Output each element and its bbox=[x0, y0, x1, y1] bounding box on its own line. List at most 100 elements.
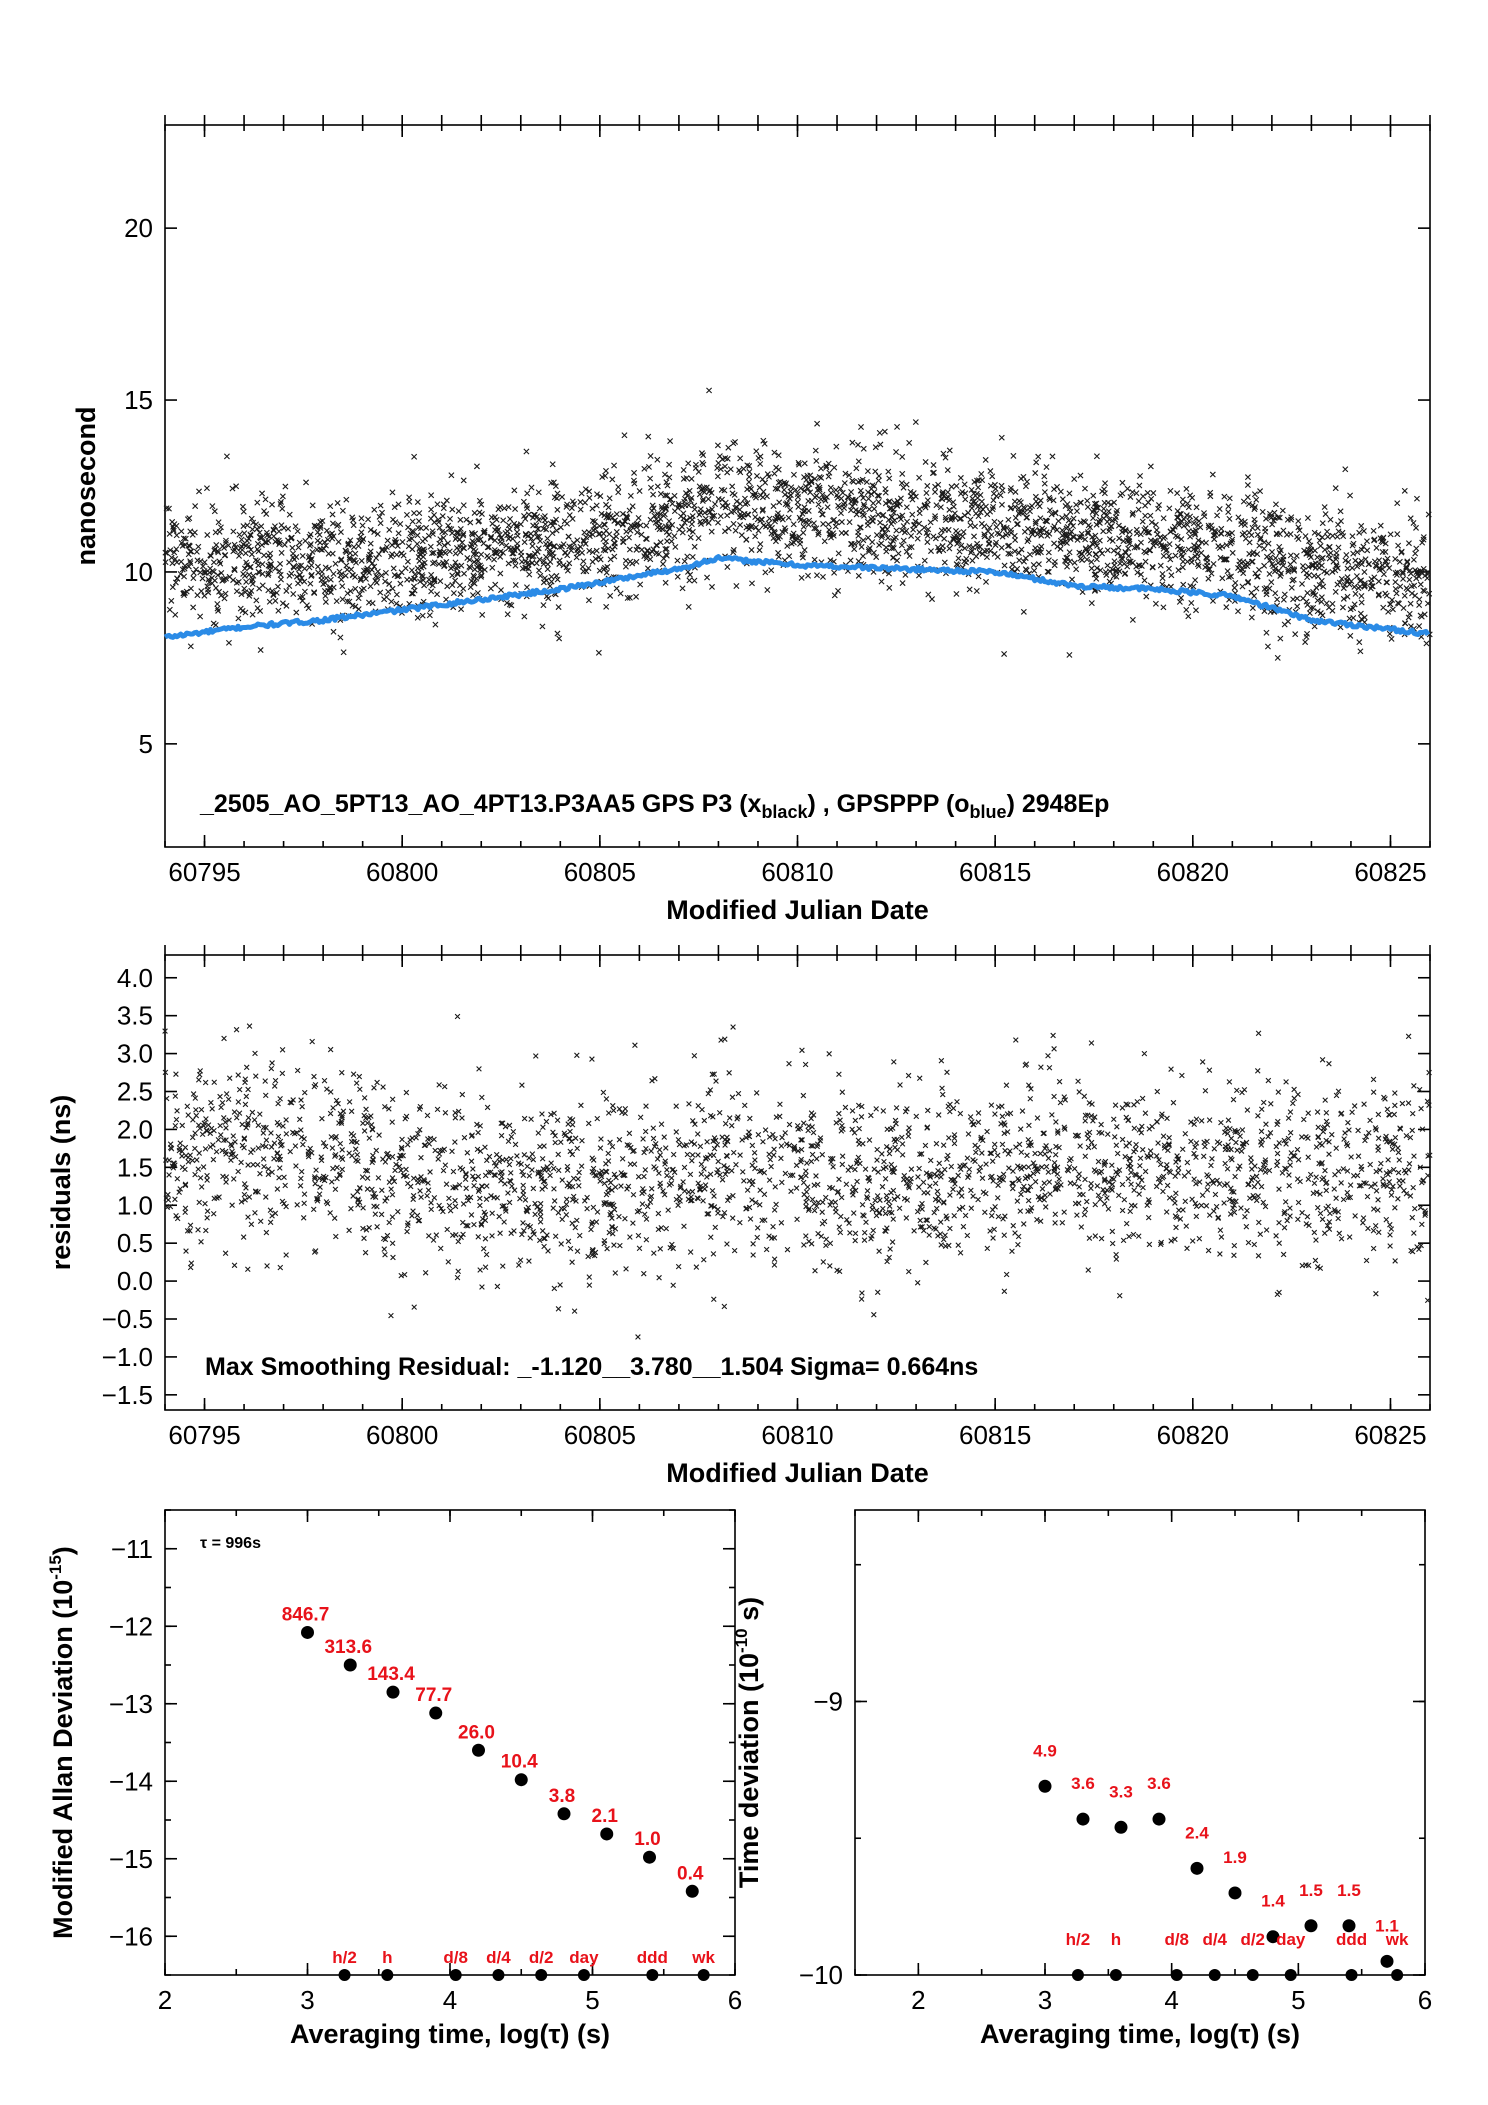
data-point bbox=[875, 472, 882, 479]
data-point bbox=[657, 539, 664, 546]
data-point bbox=[1015, 1233, 1022, 1240]
data-point bbox=[1239, 1089, 1245, 1096]
data-point bbox=[796, 461, 803, 468]
data-point bbox=[771, 528, 778, 535]
data-point bbox=[298, 575, 305, 582]
data-point bbox=[1339, 604, 1346, 611]
data-point bbox=[1125, 1175, 1132, 1182]
data-point bbox=[1001, 1232, 1008, 1238]
data-point bbox=[657, 511, 664, 518]
data-point bbox=[948, 514, 955, 521]
data-point bbox=[1317, 542, 1324, 549]
data-point bbox=[668, 1175, 675, 1181]
data-point bbox=[181, 573, 188, 580]
data-point bbox=[529, 1167, 535, 1173]
data-point bbox=[824, 504, 831, 511]
data-point bbox=[637, 1114, 644, 1121]
data-point bbox=[951, 1140, 958, 1147]
data-point bbox=[1333, 1145, 1340, 1151]
data-point bbox=[390, 516, 396, 523]
data-point bbox=[1104, 518, 1111, 525]
data-point bbox=[1206, 1067, 1213, 1073]
data-point bbox=[497, 570, 504, 577]
data-point bbox=[1027, 1095, 1034, 1102]
data-point bbox=[666, 474, 673, 481]
data-point bbox=[393, 600, 400, 607]
data-point bbox=[1038, 1164, 1045, 1170]
data-point bbox=[931, 1209, 937, 1216]
data-point bbox=[204, 1172, 210, 1179]
data-point bbox=[222, 539, 229, 546]
data-point bbox=[635, 514, 642, 521]
data-point bbox=[899, 1141, 906, 1147]
data-point bbox=[1184, 521, 1191, 528]
data-point bbox=[277, 571, 284, 578]
data-point bbox=[1198, 1202, 1205, 1209]
data-point bbox=[731, 1247, 738, 1254]
data-point bbox=[752, 533, 759, 540]
data-point bbox=[701, 489, 708, 496]
data-point bbox=[553, 495, 560, 502]
data-point bbox=[837, 485, 844, 492]
data-point bbox=[1046, 507, 1053, 514]
data-point bbox=[414, 614, 421, 621]
data-point bbox=[1305, 1110, 1312, 1116]
data-point bbox=[1222, 1160, 1228, 1167]
data-point bbox=[1360, 1220, 1366, 1226]
data-point bbox=[1156, 502, 1162, 509]
data-point bbox=[626, 507, 633, 514]
data-point bbox=[574, 537, 581, 544]
data-point bbox=[834, 494, 841, 501]
data-point bbox=[231, 547, 238, 554]
data-point bbox=[661, 511, 668, 518]
data-point bbox=[1217, 554, 1224, 561]
data-point bbox=[886, 475, 893, 482]
data-point bbox=[589, 1056, 595, 1062]
data-point bbox=[885, 1198, 892, 1205]
data-point bbox=[659, 561, 666, 568]
data-point bbox=[916, 529, 923, 536]
data-point bbox=[1233, 1087, 1240, 1094]
data-point bbox=[1371, 574, 1378, 581]
data-point bbox=[1413, 524, 1420, 531]
data-point bbox=[600, 546, 607, 553]
data-point bbox=[194, 1157, 200, 1163]
data-point bbox=[1232, 579, 1239, 586]
data-point bbox=[869, 1206, 876, 1213]
data-point bbox=[611, 553, 618, 560]
data-point bbox=[1043, 464, 1050, 471]
data-point bbox=[788, 540, 795, 547]
data-point bbox=[691, 1052, 698, 1059]
data-point bbox=[1201, 513, 1208, 520]
data-point bbox=[1208, 1162, 1214, 1169]
data-point bbox=[204, 583, 211, 590]
data-point bbox=[992, 542, 999, 549]
data-point bbox=[1026, 504, 1033, 511]
data-point bbox=[508, 602, 515, 609]
data-point bbox=[430, 549, 437, 556]
data-point bbox=[279, 1070, 286, 1077]
data-point bbox=[444, 540, 451, 547]
data-point bbox=[1135, 1182, 1142, 1188]
data-point bbox=[1254, 551, 1261, 558]
data-point bbox=[928, 548, 934, 555]
data-point bbox=[329, 520, 336, 527]
data-point bbox=[1319, 534, 1326, 541]
data-point bbox=[332, 1186, 339, 1193]
data-point bbox=[1375, 591, 1382, 598]
data-point bbox=[1052, 1220, 1058, 1226]
data-point bbox=[775, 466, 782, 473]
data-point bbox=[537, 1213, 544, 1220]
data-point bbox=[812, 447, 819, 454]
data-point bbox=[929, 596, 936, 603]
data-point bbox=[429, 531, 436, 537]
data-point bbox=[1332, 1171, 1338, 1178]
data-point bbox=[262, 1078, 268, 1084]
data-point bbox=[513, 522, 520, 529]
data-point bbox=[846, 519, 853, 526]
data-point bbox=[1358, 599, 1365, 606]
data-point bbox=[825, 460, 832, 467]
data-point bbox=[1266, 1167, 1273, 1174]
data-point bbox=[500, 549, 507, 556]
data-point bbox=[1239, 566, 1246, 573]
